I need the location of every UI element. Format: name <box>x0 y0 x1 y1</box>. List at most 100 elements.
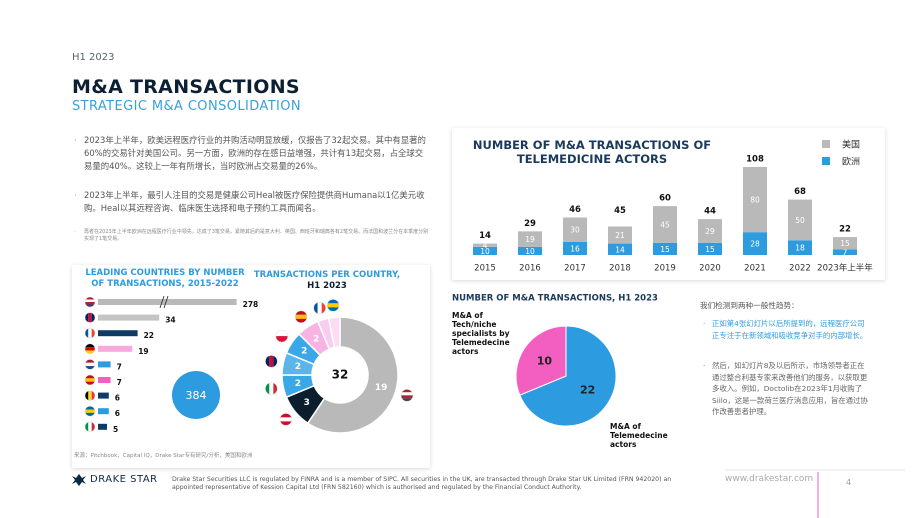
flag-stripe <box>85 350 95 354</box>
bar-segment <box>608 243 632 255</box>
flag-stripe <box>279 421 292 426</box>
chart-title: TRANSACTIONS PER COUNTRY, H1 2023 <box>254 270 400 291</box>
bar <box>98 392 109 399</box>
value-label: 5 <box>113 425 118 434</box>
segment-label: 10 <box>480 247 490 256</box>
flag-stripe <box>279 413 292 418</box>
flag-stripe <box>88 312 92 323</box>
flag-stripe <box>327 299 340 304</box>
segment-label: 4 <box>483 241 488 250</box>
value-label: 278 <box>243 300 259 309</box>
flag-stripe <box>327 303 340 308</box>
pie-slice <box>519 325 617 427</box>
chart-title-line: TRANSACTIONS PER COUNTRY, <box>254 270 400 280</box>
chart-title: NUMBER OF M&A TRANSACTIONS OF TELEMEDICIN… <box>473 138 711 166</box>
bar <box>98 314 160 321</box>
paragraph: 再者在2023年上半年欧洲在远程医疗行业中领先，达成了3笔交易。紧随其后的是意大… <box>74 229 429 243</box>
flag-stripe <box>265 355 270 368</box>
value-label: 7 <box>117 362 122 371</box>
flag-stripe <box>313 302 318 315</box>
slice-label: 2 <box>313 335 319 345</box>
value-label: 19 <box>138 347 148 356</box>
bar-segment <box>518 231 542 247</box>
flag-stripe <box>85 304 95 307</box>
category-label-line: actors <box>610 440 637 449</box>
flag <box>294 310 308 324</box>
total-label: 45 <box>614 206 626 216</box>
flag <box>84 312 96 323</box>
chart-title-line: OF TRANSACTIONS, 2015-2022 <box>91 279 239 289</box>
axis-break <box>159 295 165 309</box>
flag-stripe <box>275 330 288 337</box>
chart-title-line: TELEMEDICINE ACTORS <box>517 152 667 166</box>
donut-slice <box>306 316 399 434</box>
flag <box>84 421 96 433</box>
value-label: 6 <box>115 409 120 418</box>
flag-stripe <box>85 375 95 379</box>
flag-stripe <box>400 395 413 399</box>
flag-stripe <box>85 302 95 305</box>
flag-stripe <box>265 382 270 395</box>
total-label: 22 <box>839 225 851 235</box>
flag-stripe <box>295 310 308 315</box>
flag-stripe <box>85 378 95 382</box>
flag-stripe <box>85 328 89 339</box>
bar <box>98 377 111 383</box>
trend-bullet: 然后，如幻灯片8及以后所示，市场领导者正在通过整合利基专家来改善他们的服务，以获… <box>703 360 868 418</box>
legend-label: 美国 <box>842 139 860 151</box>
paragraph: 2023年上半年，欧美远程医疗行业的并购活动明显放缓，仅报告了32起交易。其中有… <box>74 134 429 173</box>
chart-layer: NUMBER OF M&A TRANSACTIONS OF TELEMEDICIN… <box>84 138 873 449</box>
total-bubble <box>172 371 220 419</box>
title: M&A TRANSACTIONS <box>72 76 300 98</box>
category-label-line: Telemedecine <box>452 338 510 347</box>
flag-stripe <box>85 390 89 401</box>
bar-segment <box>698 242 722 255</box>
total-label: 384 <box>186 389 207 402</box>
slice-label: 2 <box>295 379 301 389</box>
bar-segment <box>833 237 857 250</box>
axis-break <box>163 295 169 309</box>
bar-segment <box>698 219 722 243</box>
chart-title-line: LEADING COUNTRIES BY NUMBER <box>85 268 245 278</box>
flag <box>326 299 340 312</box>
segment-label: 18 <box>795 244 805 253</box>
flag-stripe <box>85 297 95 300</box>
x-tick-label: 2022 <box>789 264 811 274</box>
legend-swatch <box>822 157 830 165</box>
slice-label: 3 <box>304 398 310 408</box>
flag <box>84 374 96 386</box>
value-label: 22 <box>144 331 154 340</box>
flag <box>84 343 96 355</box>
bar-segment <box>473 243 497 247</box>
flag-stripe <box>400 389 413 393</box>
flag-stripe <box>88 390 92 401</box>
slice-label: 19 <box>375 383 388 393</box>
slice-label: 2 <box>295 362 301 372</box>
segment-label: 10 <box>525 247 535 256</box>
segment-label: 80 <box>750 196 760 205</box>
period: H1 2023 <box>72 52 115 63</box>
category-label-line: specialists by <box>452 329 510 338</box>
flag-stripe <box>400 392 413 396</box>
chart-title-line: NUMBER OF M&A TRANSACTIONS OF <box>473 138 711 152</box>
flag <box>279 413 293 426</box>
category-label: M&A of Tech/niche specialists by Telemedeci… <box>452 311 510 356</box>
bar-segment <box>653 206 677 243</box>
flag-stripe <box>295 314 308 319</box>
flag <box>84 390 96 401</box>
segment-label: 15 <box>660 245 670 254</box>
flag-stripe <box>85 406 95 410</box>
flag-stripe <box>273 355 278 368</box>
flag <box>400 389 414 402</box>
chart-title-line: H1 2023 <box>307 281 347 291</box>
flag-stripe <box>317 302 322 315</box>
flag-stripe <box>85 381 95 385</box>
bar <box>98 408 109 415</box>
total-label: 46 <box>569 205 581 215</box>
flag-stripe <box>269 355 274 368</box>
legend-label: 欧洲 <box>842 156 860 168</box>
category-label-line: M&A of <box>610 422 642 431</box>
x-tick-label: 2019 <box>654 264 676 274</box>
flag-stripe <box>88 421 92 432</box>
segment-label: 28 <box>750 240 760 249</box>
